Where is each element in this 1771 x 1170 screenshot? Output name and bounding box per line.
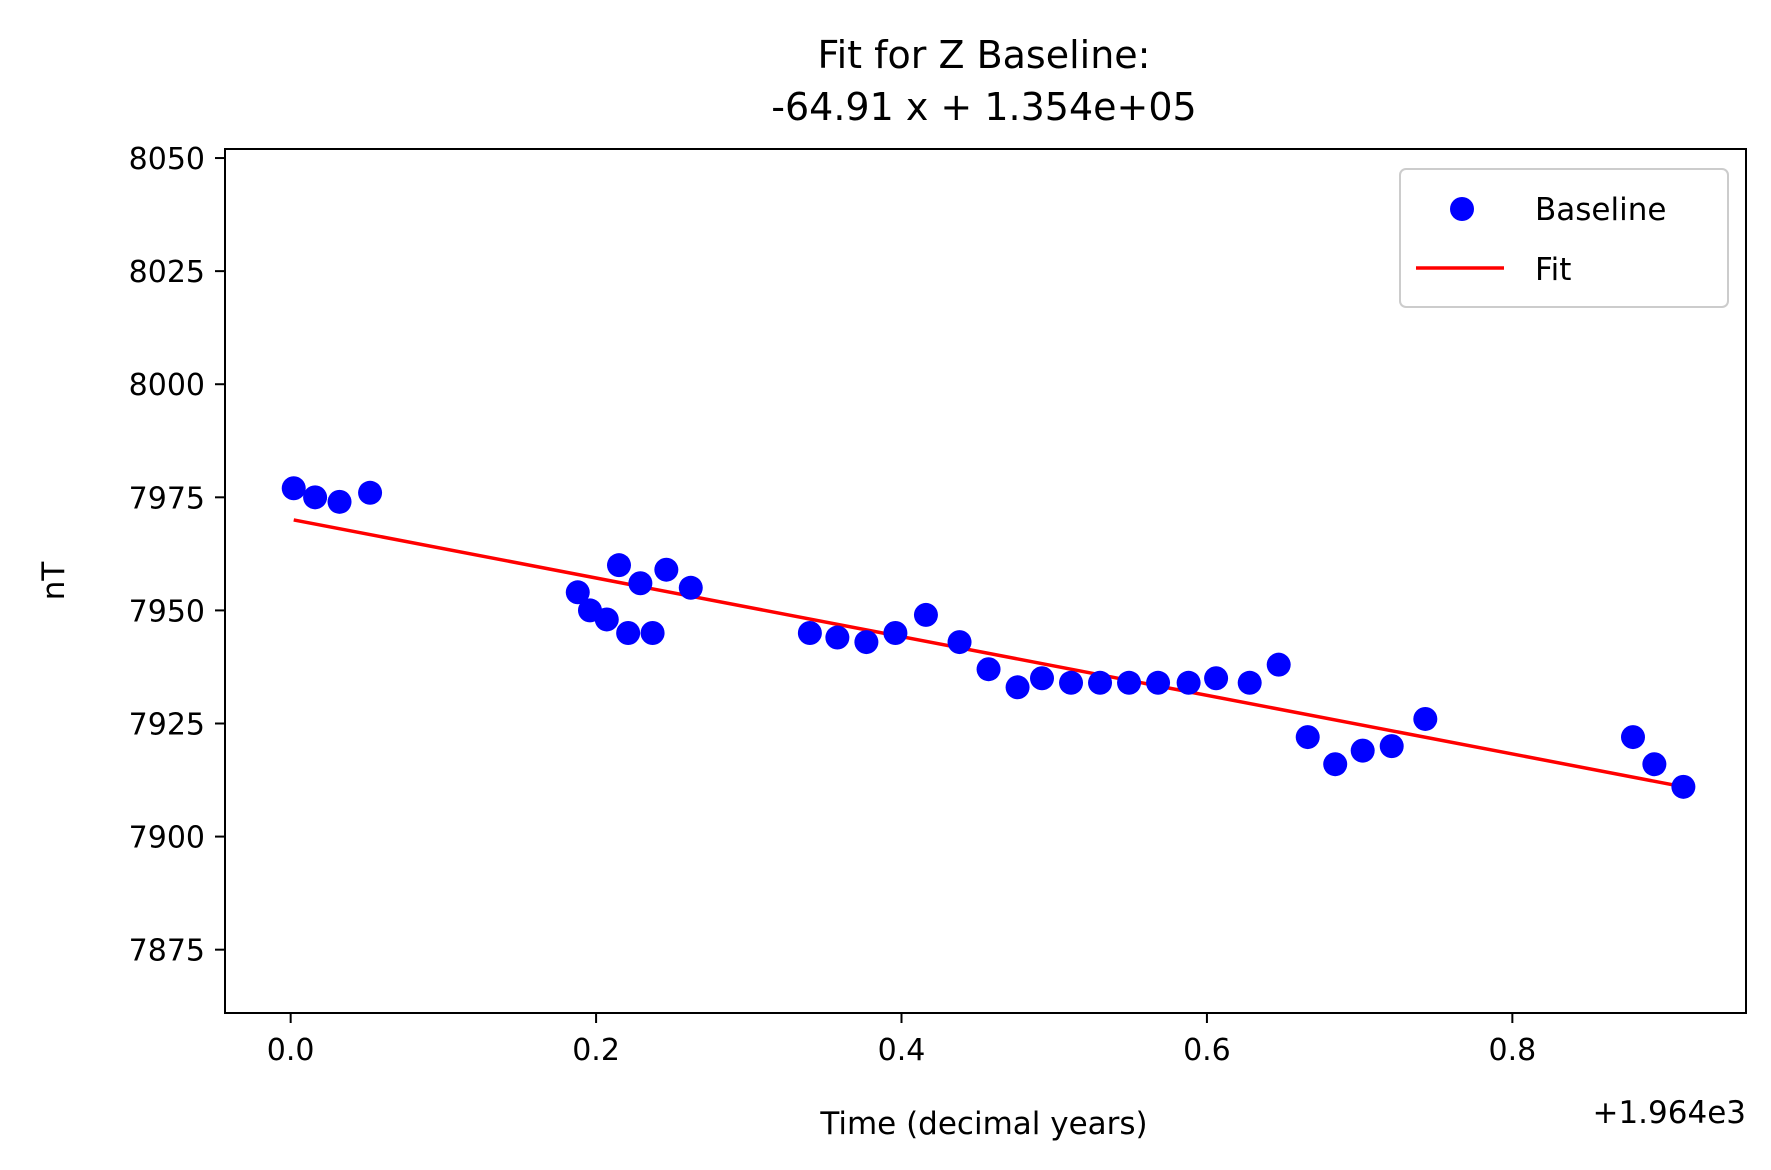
baseline-point (947, 630, 972, 655)
chart-title-line-2: -64.91 x + 1.354e+05 (771, 85, 1196, 129)
baseline-point (883, 621, 908, 646)
baseline-point (1323, 752, 1348, 777)
baseline-point (1379, 734, 1404, 759)
baseline-point (628, 571, 653, 596)
baseline-point (594, 607, 619, 632)
baseline-point (616, 621, 641, 646)
y-tick-label: 7950 (129, 594, 205, 629)
baseline-point (1176, 670, 1201, 695)
x-axis: 0.0 0.2 0.4 0.6 0.8 (267, 1013, 1536, 1068)
baseline-point (654, 557, 679, 582)
chart-title-line-1: Fit for Z Baseline: (818, 33, 1151, 77)
fit-line (293, 518, 1684, 789)
baseline-point (1005, 675, 1030, 700)
baseline-point (1088, 670, 1113, 695)
y-tick-label: 7900 (129, 821, 205, 856)
baseline-series (281, 476, 1696, 799)
baseline-point (1030, 666, 1055, 691)
y-tick-label: 7875 (129, 934, 205, 969)
baseline-point (913, 602, 938, 627)
legend-label-fit: Fit (1535, 252, 1571, 288)
x-tick-label: 0.0 (267, 1033, 315, 1068)
baseline-point (1237, 670, 1262, 695)
baseline-point (1117, 670, 1142, 695)
baseline-point (1059, 670, 1084, 695)
x-axis-offset-label: +1.964e3 (1592, 1095, 1746, 1131)
y-axis-label: nT (36, 561, 72, 601)
baseline-point (640, 621, 665, 646)
baseline-point (1204, 666, 1229, 691)
x-tick-label: 0.2 (572, 1033, 620, 1068)
x-tick-label: 0.6 (1183, 1033, 1231, 1068)
y-tick-label: 8025 (129, 255, 205, 290)
x-tick-label: 0.4 (878, 1033, 926, 1068)
y-tick-label: 7925 (129, 707, 205, 742)
baseline-point (1266, 652, 1291, 677)
baseline-point (358, 480, 383, 505)
baseline-point (1413, 706, 1438, 731)
legend-label-baseline: Baseline (1535, 192, 1666, 228)
baseline-point (1620, 725, 1645, 750)
baseline-point (854, 630, 879, 655)
fit-series (293, 518, 1684, 789)
y-tick-label: 8000 (129, 368, 205, 403)
baseline-point (1350, 738, 1375, 763)
baseline-point (1295, 725, 1320, 750)
y-tick-label: 7975 (129, 481, 205, 516)
x-axis-label: Time (decimal years) (819, 1106, 1147, 1142)
baseline-point (1146, 670, 1171, 695)
x-tick-label: 0.8 (1488, 1033, 1536, 1068)
baseline-point (303, 485, 328, 510)
baseline-point (606, 553, 631, 578)
legend-box (1399, 168, 1729, 308)
baseline-point (825, 625, 850, 650)
legend-marker-baseline (1450, 197, 1474, 221)
baseline-point (565, 580, 590, 605)
baseline-point (797, 621, 822, 646)
baseline-point (678, 575, 703, 600)
y-tick-label: 8050 (129, 142, 205, 177)
baseline-point (281, 476, 306, 501)
plot-area-frame (224, 148, 1747, 1014)
y-axis: 7875 7900 7925 7950 7975 8000 8025 8050 (129, 142, 225, 969)
baseline-point (1671, 774, 1696, 799)
baseline-point (976, 657, 1001, 682)
baseline-point (1642, 752, 1667, 777)
baseline-point (327, 489, 352, 514)
legend: Baseline Fit (1399, 168, 1729, 308)
